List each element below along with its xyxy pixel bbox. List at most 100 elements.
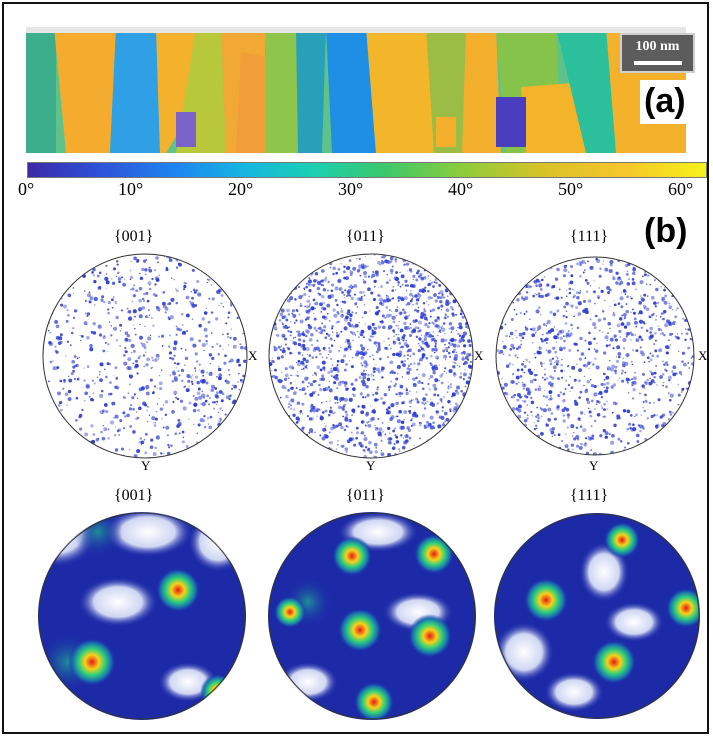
pole-point xyxy=(567,448,570,451)
pole-point xyxy=(534,332,537,334)
pole-point xyxy=(82,386,84,389)
pole-point xyxy=(194,370,197,372)
pole-point xyxy=(409,323,412,325)
pole-point xyxy=(526,417,529,420)
pole-point xyxy=(540,288,543,291)
pole-point xyxy=(324,428,327,432)
pole-point xyxy=(346,425,349,428)
pole-point xyxy=(606,381,610,385)
pole-point xyxy=(600,405,602,407)
pole-point xyxy=(385,294,388,297)
pole-point xyxy=(302,331,305,333)
pole-point xyxy=(561,358,563,361)
pole-point xyxy=(425,356,429,360)
pole-point xyxy=(209,362,211,365)
pole-point xyxy=(156,387,158,390)
pole-point xyxy=(380,319,384,323)
pole-point xyxy=(614,365,618,369)
pole-point xyxy=(404,360,406,362)
pole-point xyxy=(309,316,311,318)
pole-point xyxy=(428,378,430,380)
pole-point xyxy=(530,410,533,413)
pole-point xyxy=(609,327,611,330)
pole-point xyxy=(443,296,446,299)
pole-point xyxy=(365,412,369,417)
pole-point xyxy=(543,378,546,381)
pole-point xyxy=(516,298,520,302)
pole-point xyxy=(128,338,132,343)
pole-point xyxy=(208,297,211,300)
pole-point xyxy=(653,343,656,345)
pole-point xyxy=(367,420,370,423)
pole-point xyxy=(447,351,451,355)
pole-point xyxy=(180,313,184,316)
pole-point xyxy=(132,430,136,434)
pole-point xyxy=(343,270,346,274)
pole-point xyxy=(640,326,643,329)
pole-point xyxy=(421,353,426,357)
pole-point xyxy=(534,378,537,382)
pole-point xyxy=(330,357,333,361)
pole-point xyxy=(291,352,294,354)
pole-point xyxy=(156,306,161,312)
pole-point xyxy=(292,391,297,395)
pole-point xyxy=(603,408,606,412)
pole-point xyxy=(218,420,222,424)
pole-point xyxy=(377,295,379,297)
pole-point xyxy=(437,306,441,310)
pole-point xyxy=(307,353,309,355)
pole-point xyxy=(133,327,136,330)
pole-point xyxy=(295,421,299,424)
pole-point xyxy=(148,414,151,416)
pole-point xyxy=(281,315,285,320)
pole-point xyxy=(433,339,438,343)
pole-point xyxy=(93,304,96,306)
pole-point xyxy=(417,269,420,273)
pole-point xyxy=(668,305,673,310)
pole-point xyxy=(575,426,579,430)
pole-point xyxy=(169,334,171,337)
pole-point xyxy=(349,270,354,275)
pole-point xyxy=(210,311,214,314)
pole-point xyxy=(114,426,117,428)
pole-point xyxy=(378,434,380,437)
pole-point xyxy=(569,280,574,285)
pole-point xyxy=(69,344,72,347)
pole-point xyxy=(335,424,339,428)
pole-point xyxy=(618,377,621,380)
pole-point xyxy=(455,351,458,354)
pole-point xyxy=(611,433,615,438)
pole-point xyxy=(134,333,137,336)
pole-point xyxy=(362,375,367,380)
pole-point xyxy=(301,368,303,371)
pole-point xyxy=(350,437,355,441)
pole-point xyxy=(321,436,326,441)
pole-point xyxy=(115,377,118,380)
pole-point xyxy=(168,345,171,348)
pole-point xyxy=(645,329,649,332)
pole-point xyxy=(332,272,335,276)
pole-point xyxy=(514,354,517,357)
pole-point xyxy=(553,434,556,436)
pole-point xyxy=(523,365,527,368)
pole-point xyxy=(646,417,649,420)
pole-point xyxy=(573,315,575,318)
pole-point xyxy=(621,279,623,281)
pole-point xyxy=(295,308,298,312)
pole-point xyxy=(305,359,309,364)
pole-point xyxy=(623,325,628,329)
pole-point xyxy=(365,369,368,372)
pole-point xyxy=(645,307,650,312)
pole-point xyxy=(627,422,632,426)
pole-point xyxy=(580,442,583,446)
pole-point xyxy=(431,348,435,352)
pole-point xyxy=(131,300,134,303)
pole-point xyxy=(372,367,376,371)
pole-point xyxy=(197,423,201,427)
pole-point xyxy=(75,396,79,400)
pole-point xyxy=(276,356,281,360)
pole-point xyxy=(210,388,214,392)
pole-point xyxy=(155,435,160,440)
pole-point xyxy=(148,269,153,273)
pole-point xyxy=(367,275,370,278)
